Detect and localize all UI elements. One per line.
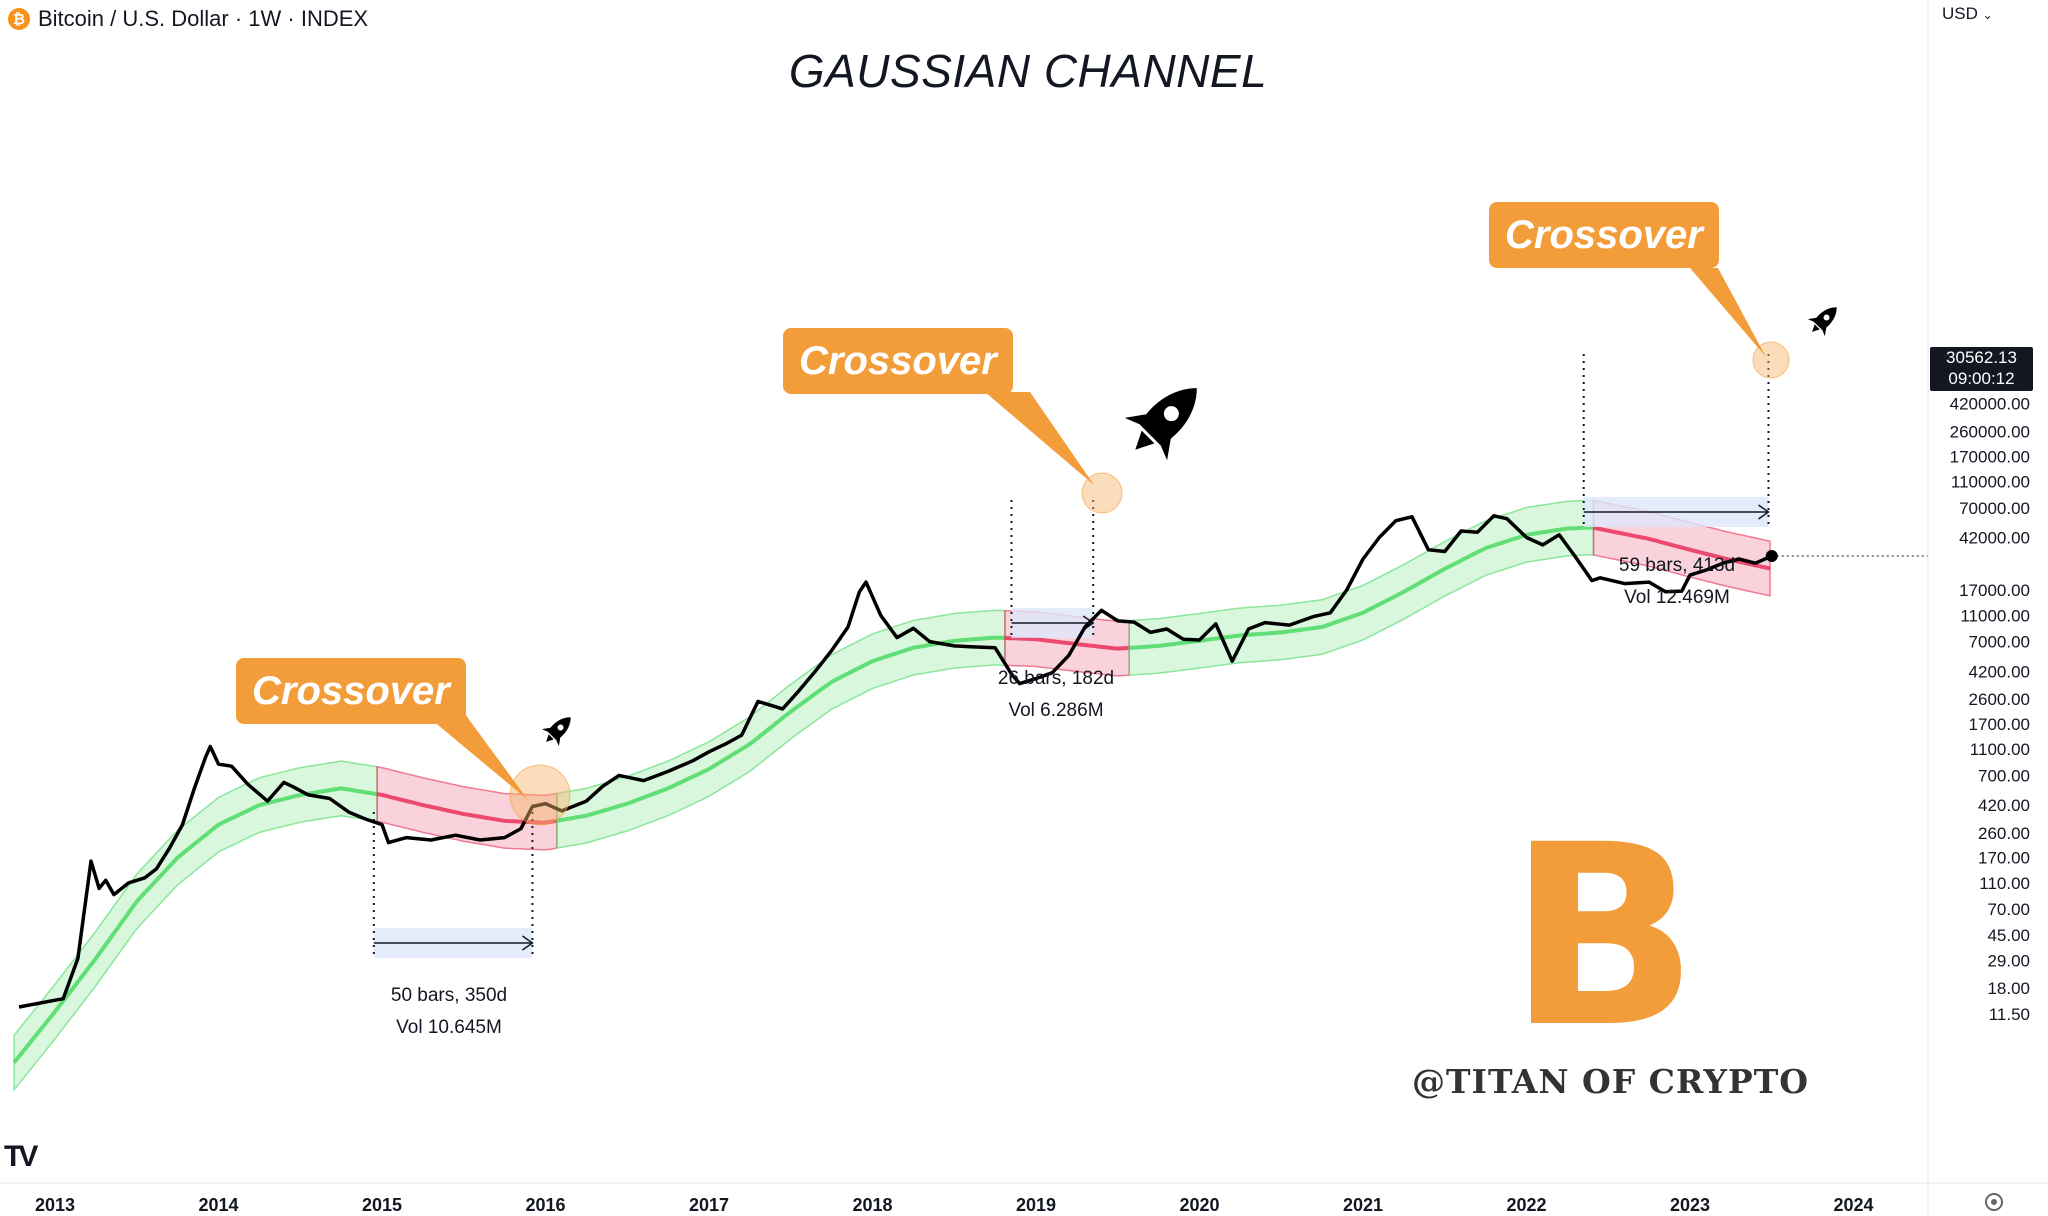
rocket-icon <box>1124 388 1197 461</box>
measurement-volume: Vol 6.286M <box>1008 700 1104 721</box>
x-tick-label: 2014 <box>198 1195 238 1215</box>
settings-icon[interactable] <box>1985 1193 2003 1211</box>
y-tick-label: 7000.00 <box>1969 633 2030 652</box>
x-tick-label: 2020 <box>1179 1195 1219 1215</box>
x-tick-label: 2019 <box>1016 1195 1056 1215</box>
y-tick-label: 420000.00 <box>1950 395 2030 414</box>
rocket-icon <box>541 717 571 747</box>
y-tick-label: 45.00 <box>1987 926 2030 945</box>
tradingview-logo: TV <box>4 1140 38 1173</box>
y-tick-label: 70000.00 <box>1959 499 2030 518</box>
y-tick-label: 17000.00 <box>1959 581 2030 600</box>
currency-selector[interactable]: USD ⌄ <box>1942 4 1993 24</box>
crossover-highlight <box>509 764 571 826</box>
y-tick-label: 1700.00 <box>1969 715 2030 734</box>
y-tick-label: 4200.00 <box>1969 662 2030 681</box>
y-tick-label: 170000.00 <box>1950 447 2030 466</box>
measurement-label-1: 50 bars, 350d Vol 10.645M <box>339 980 559 1044</box>
x-tick-label: 2013 <box>35 1195 75 1215</box>
y-tick-label: 70.00 <box>1987 900 2030 919</box>
y-tick-label: 170.00 <box>1978 849 2030 868</box>
rocket-window <box>1823 314 1830 321</box>
last-price-tag: 30562.13 09:00:12 <box>1930 347 2033 391</box>
measurement-volume: Vol 12.469M <box>1624 587 1730 608</box>
rocket-window <box>557 724 564 731</box>
callout-pointer <box>420 710 528 800</box>
channel-midline-bull <box>556 635 1006 823</box>
currency-label: USD <box>1942 4 1978 23</box>
channel-bull-segment <box>1128 499 1595 676</box>
y-tick-label: 420.00 <box>1978 796 2030 815</box>
channel-bull-segment <box>556 609 1006 849</box>
channel-midline-bear <box>1593 525 1771 571</box>
channel-midline-bull <box>12 786 378 1064</box>
channel-midline-bull <box>1129 525 1594 650</box>
y-tick-label: 11.50 <box>1989 1005 2030 1024</box>
measurement-bars: 26 bars, 182d <box>997 668 1115 689</box>
x-tick-label: 2016 <box>525 1195 565 1215</box>
channel-bull-segment <box>13 760 378 1092</box>
measurement-arrow-head <box>1758 504 1770 520</box>
y-tick-label: 110000.00 <box>1951 473 2030 492</box>
rocket-fins <box>1807 317 1827 337</box>
x-tick-label: 2021 <box>1343 1195 1383 1215</box>
x-tick-label: 2015 <box>362 1195 402 1215</box>
crossover-callout-3: Crossover <box>1489 202 1719 268</box>
crossover-callout-2: Crossover <box>783 328 1013 394</box>
callout-pointer <box>1690 268 1766 357</box>
y-tick-label: 18.00 <box>1987 979 2030 998</box>
y-tick-label: 260.00 <box>1978 824 2030 843</box>
y-tick-label: 2600.00 <box>1969 690 2030 709</box>
x-tick-label: 2018 <box>852 1195 892 1215</box>
y-tick-label: 42000.00 <box>1959 529 2030 548</box>
rocket-window <box>1163 406 1179 422</box>
author-watermark: @TITAN OF CRYPTO <box>1412 1062 1810 1101</box>
measurement-label-3: 59 bars, 413d Vol 12.469M <box>1567 550 1787 614</box>
y-tick-label: 700.00 <box>1978 766 2030 785</box>
rocket-icon <box>1807 307 1837 337</box>
measurement-label-2: 26 bars, 182d Vol 6.286M <box>946 663 1166 727</box>
last-price: 30562.13 <box>1946 348 2017 367</box>
channel-midline-bear <box>1004 636 1130 651</box>
chart-title: GAUSSIAN CHANNEL <box>788 45 1268 97</box>
symbol-title: Bitcoin / U.S. Dollar · 1W · INDEX <box>38 6 369 31</box>
bar-countdown: 09:00:12 <box>1948 369 2015 388</box>
y-tick-label: 260000.00 <box>1950 423 2030 442</box>
x-tick-label: 2023 <box>1670 1195 1710 1215</box>
price-line <box>18 514 1773 1009</box>
measurement-volume: Vol 10.645M <box>396 1017 502 1038</box>
x-tick-label: 2017 <box>689 1195 729 1215</box>
rocket-fins <box>541 727 561 747</box>
x-tick-label: 2024 <box>1833 1195 1873 1215</box>
y-tick-label: 110.00 <box>1979 874 2030 893</box>
symbol-header[interactable]: ₿ Bitcoin / U.S. Dollar · 1W · INDEX <box>8 4 368 34</box>
crossover-callout-1: Crossover <box>236 658 466 724</box>
rocket-fins <box>1124 413 1172 461</box>
y-tick-label: 1100.00 <box>1970 740 2030 759</box>
x-tick-label: 2022 <box>1506 1195 1546 1215</box>
chevron-down-icon: ⌄ <box>1982 8 1993 22</box>
y-tick-label: 11000.00 <box>1960 606 2030 625</box>
bitcoin-icon: ₿ <box>8 8 30 30</box>
measurement-bars: 59 bars, 413d <box>1618 555 1736 576</box>
callout-pointer <box>985 392 1094 485</box>
measurement-arrow-head <box>521 935 534 951</box>
y-tick-label: 29.00 <box>1987 951 2030 970</box>
bitcoin-logo: B <box>1508 791 1699 1082</box>
measurement-bars: 50 bars, 350d <box>390 985 508 1006</box>
